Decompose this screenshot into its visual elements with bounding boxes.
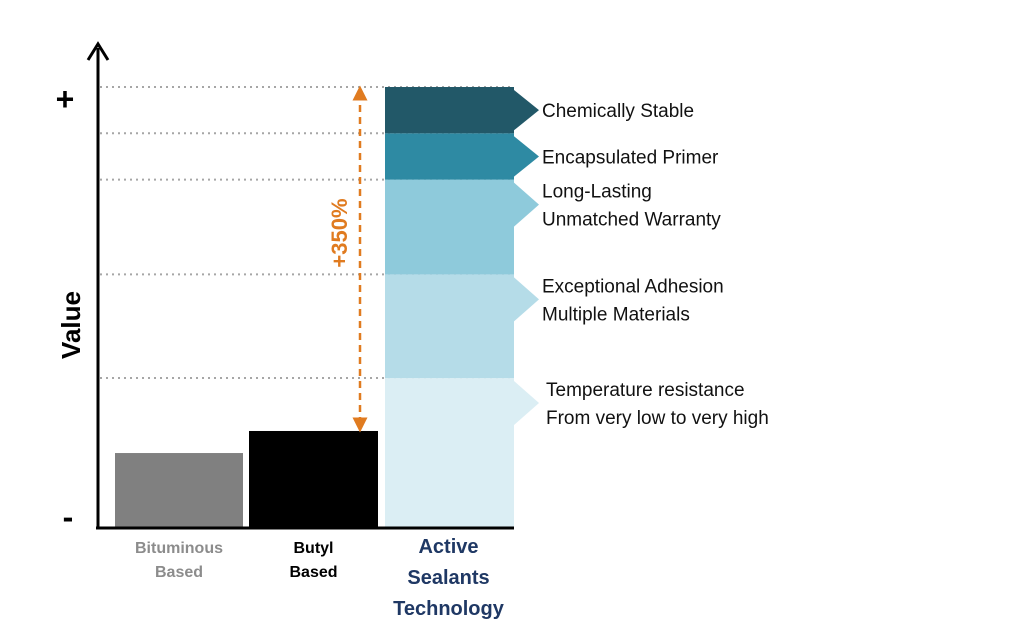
bar-bituminous [115, 453, 243, 528]
stacked-segment-3 [385, 179, 514, 275]
category-label-3-line-2: Sealants [407, 567, 489, 589]
category-label-1-line-2: Based [155, 564, 203, 581]
stacked-segment-5 [385, 87, 514, 134]
y-axis-top-label: + [56, 81, 75, 117]
segment-label-1-line-2: From very low to very high [546, 408, 769, 429]
category-label-1-line-1: Bituminous [135, 540, 223, 557]
y-axis-title: Value [56, 291, 86, 359]
segment-label-2-line-2: Multiple Materials [542, 304, 690, 325]
stacked-segment-1 [385, 378, 514, 528]
category-label-3-line-1: Active [418, 536, 478, 558]
y-axis-bottom-label: - [63, 499, 74, 535]
bar-butyl [249, 430, 378, 528]
segment-pointer-3 [514, 182, 539, 227]
category-label-3-line-3: Technology [393, 598, 505, 620]
segment-pointer-4 [514, 136, 539, 177]
segment-pointer-5 [514, 90, 539, 131]
segment-pointer-1 [514, 381, 539, 426]
stacked-segment-2 [385, 274, 514, 379]
segment-label-5-line-1: Chemically Stable [542, 101, 694, 122]
segment-label-3-line-2: Unmatched Warranty [542, 210, 721, 231]
segment-label-1-line-1: Temperature resistance [546, 380, 745, 401]
increase-annotation: +350% [327, 198, 352, 267]
segment-label-2-line-1: Exceptional Adhesion [542, 276, 724, 297]
segment-label-4-line-1: Encapsulated Primer [542, 147, 719, 168]
category-label-2-line-2: Based [289, 564, 337, 581]
category-label-2-line-1: Butyl [294, 540, 334, 557]
segment-pointer-2 [514, 277, 539, 322]
stacked-segment-4 [385, 133, 514, 180]
y-axis-arrowhead [86, 41, 110, 61]
segment-label-3-line-1: Long-Lasting [542, 182, 652, 203]
